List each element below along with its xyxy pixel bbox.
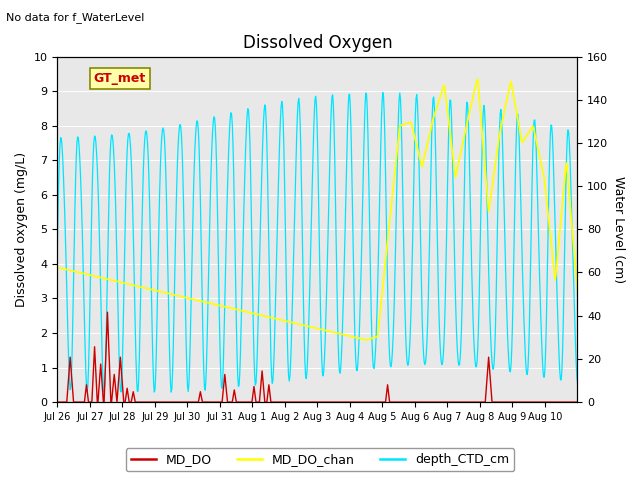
Text: No data for f_WaterLevel: No data for f_WaterLevel xyxy=(6,12,145,23)
Title: Dissolved Oxygen: Dissolved Oxygen xyxy=(243,34,392,52)
Legend: MD_DO, MD_DO_chan, depth_CTD_cm: MD_DO, MD_DO_chan, depth_CTD_cm xyxy=(126,448,514,471)
Text: GT_met: GT_met xyxy=(93,72,146,85)
Y-axis label: Water Level (cm): Water Level (cm) xyxy=(612,176,625,283)
Y-axis label: Dissolved oxygen (mg/L): Dissolved oxygen (mg/L) xyxy=(15,152,28,307)
